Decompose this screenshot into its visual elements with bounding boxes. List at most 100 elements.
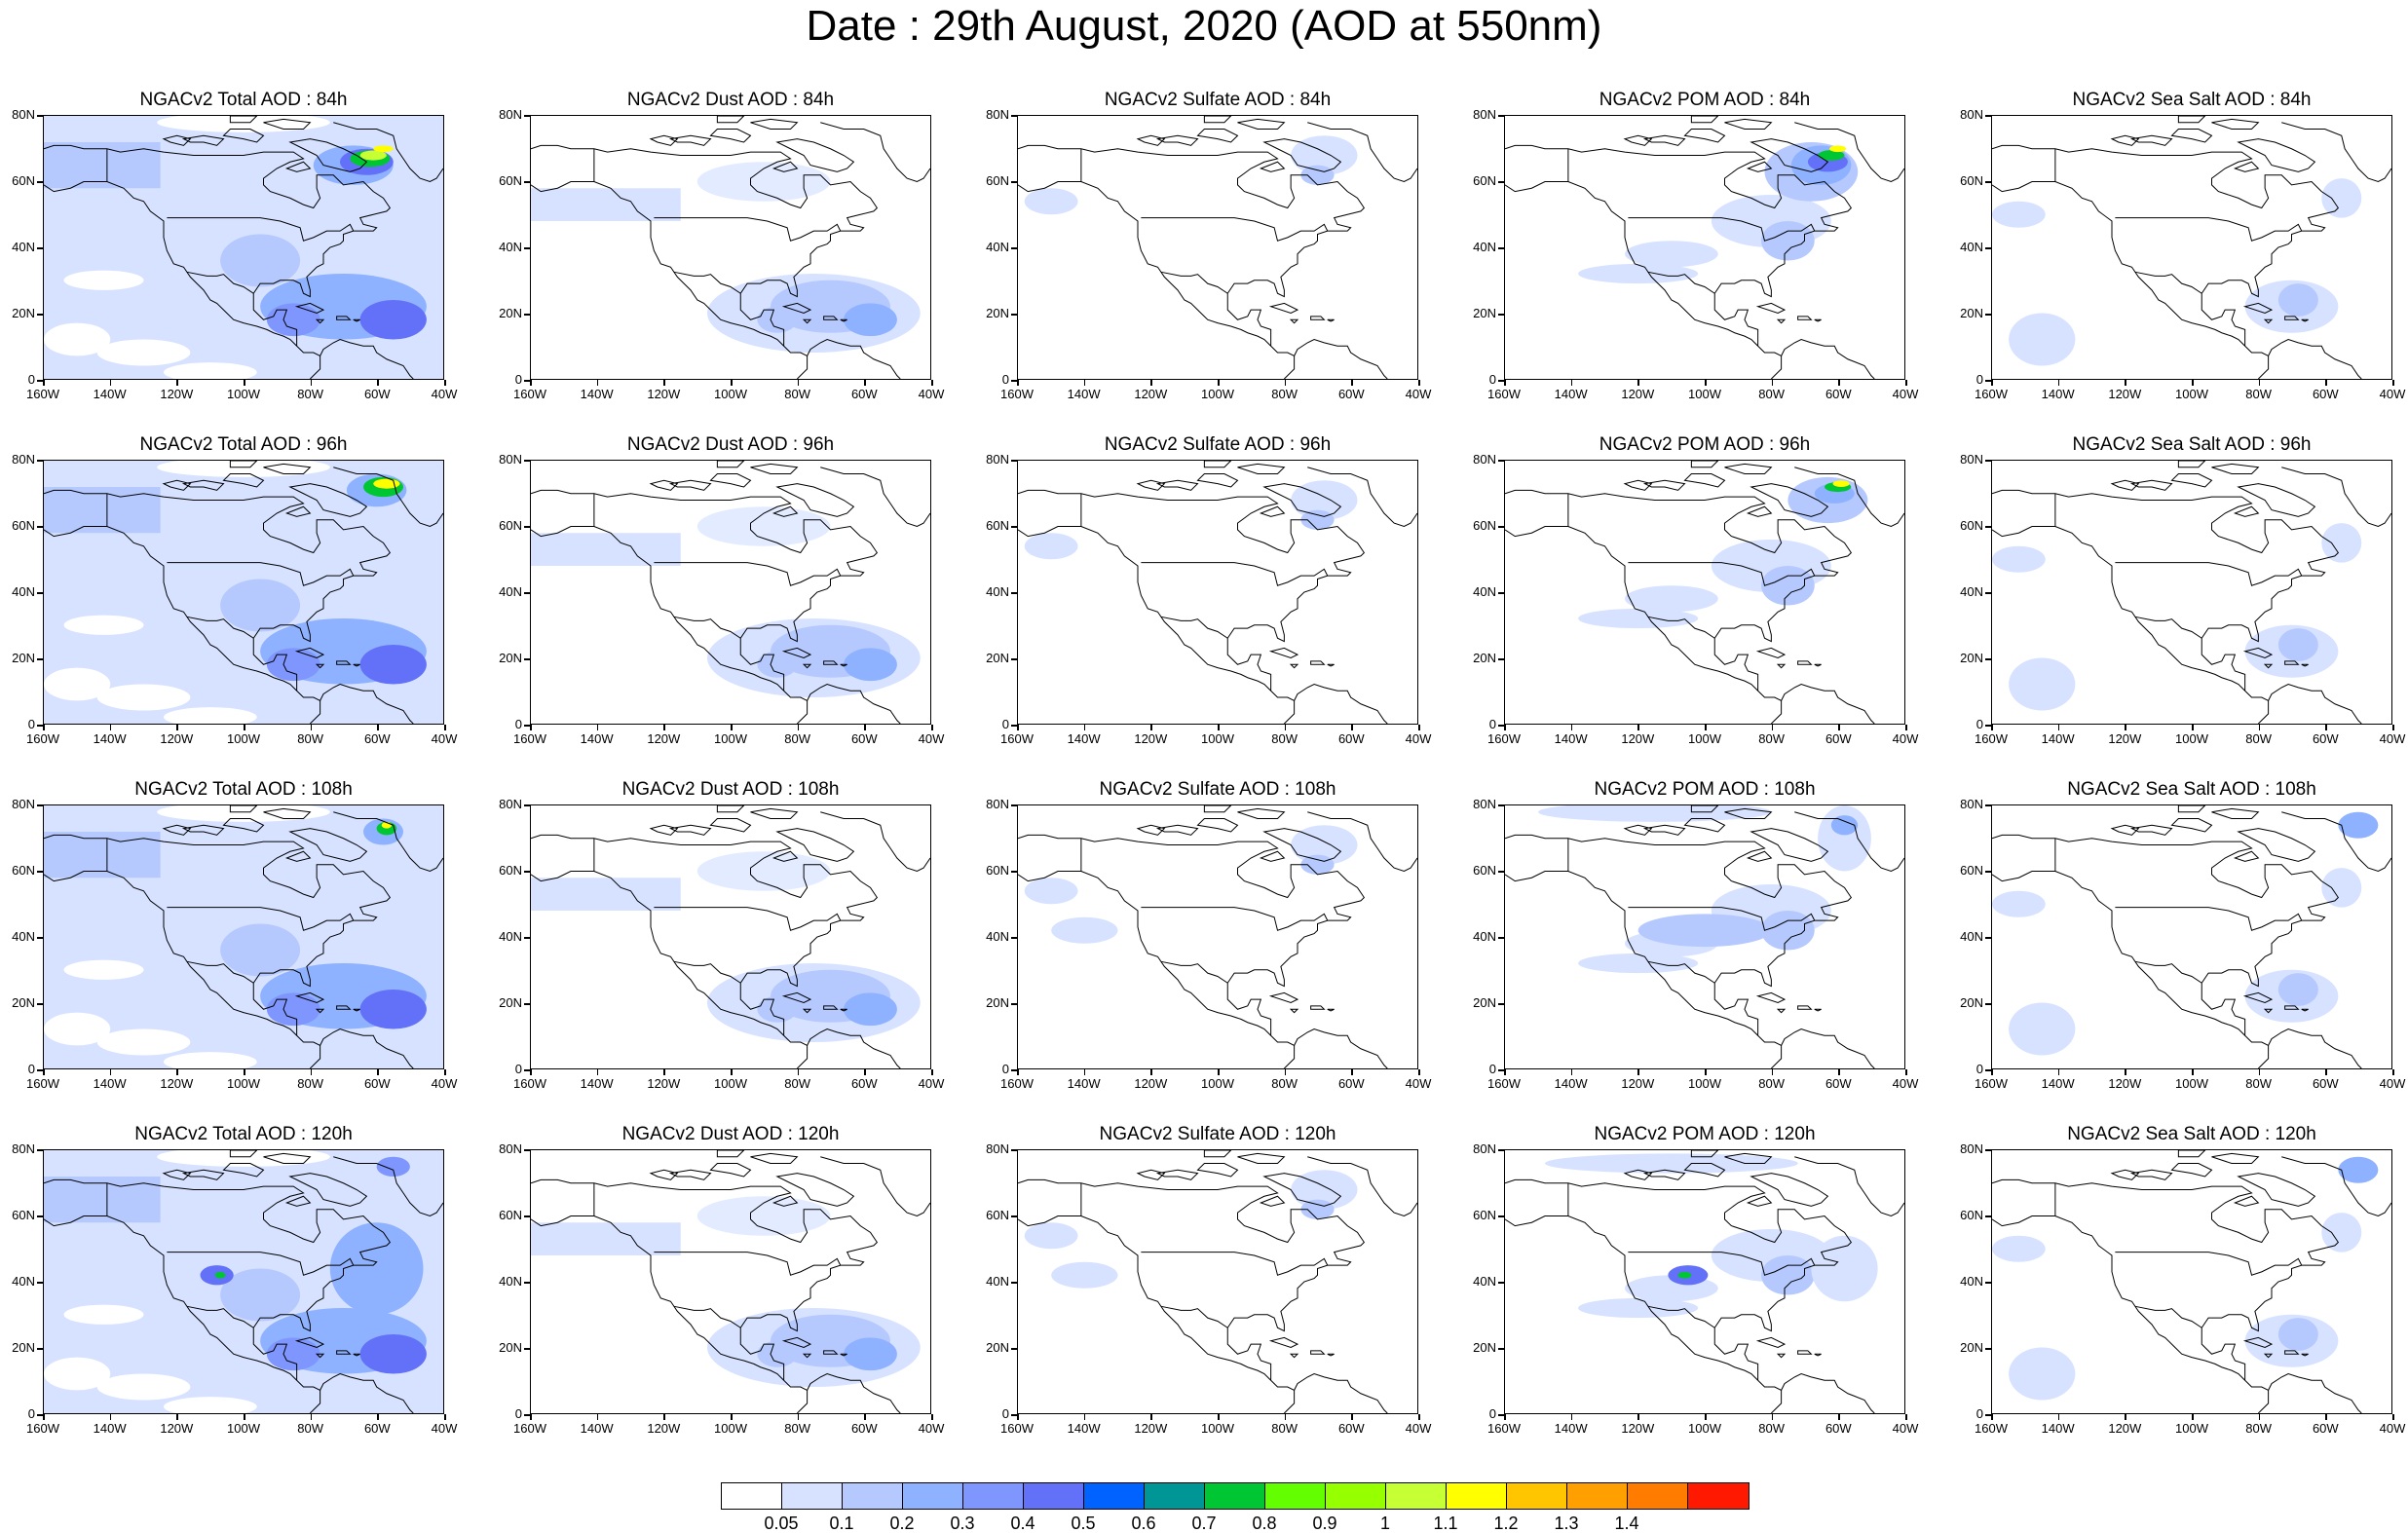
lon-tick [663,380,665,386]
lat-tick-label: 0 [1001,1062,1009,1076]
lon-tick-label: 140W [93,1076,127,1091]
lon-tick [797,380,800,386]
island [1642,1169,1686,1180]
lon-tick [1017,725,1019,730]
island [1683,818,1726,833]
island [284,161,312,172]
lat-tick-label: 80N [12,797,35,811]
lon-tick [2258,380,2261,386]
island [263,1152,312,1164]
lat-tick-label: 20N [986,651,1009,665]
lon-tick [663,1069,665,1075]
aod-plume [1300,854,1335,875]
country-border [1647,271,1715,294]
lat-tick-label: 80N [12,1141,35,1156]
lon-tick-label: 80W [1271,387,1298,401]
lon-tick [2057,1414,2060,1420]
lon-tick [931,1414,933,1420]
lon-tick [244,1414,245,1420]
lat-tick-label: 0 [514,372,522,387]
coastline [1992,834,2340,1036]
lon-tick-label: 140W [1554,1421,1588,1436]
lon-tick-label: 60W [2312,1421,2339,1436]
island [1755,647,1787,659]
aod-map [1992,1150,2391,1413]
lat-tick-label: 0 [1975,1062,1983,1076]
island [1327,318,1335,322]
island [1776,1353,1787,1359]
lon-tick-label: 100W [2175,1421,2208,1436]
lon-tick [1504,725,1506,730]
island [1327,663,1335,667]
map-panel-sulfate-84h: NGACv2 Sulfate AOD : 84h 80N 60N 40N 20N 0 160… [974,90,1431,401]
coastline [1294,1372,1388,1413]
map-panel-total-120h: NGACv2 Total AOD : 120h 80N 60N 40N 20N 0 160W… [0,1124,457,1436]
lat-tick [524,314,530,316]
aod-plume [696,851,831,891]
island [709,1163,752,1178]
lon-tick-label: 40W [2379,1421,2406,1436]
lon-tick-label: 100W [714,387,747,401]
island [2242,991,2274,1004]
aod-plume [359,1334,427,1374]
colorbar-swatch [1447,1483,1507,1509]
lon-tick [1218,1069,1220,1075]
aod-plume [1818,150,1845,161]
island [162,479,192,491]
island [2233,505,2260,517]
country-border [1141,217,1329,242]
coastline [1781,683,1875,724]
lon-tick-label: 40W [2379,731,2406,746]
lon-tick-label: 140W [1067,1076,1101,1091]
island [263,118,312,130]
lon-tick-label: 120W [1621,1076,1655,1091]
lat-tick-label: 80N [1960,1141,1983,1156]
lon-tick-label: 40W [918,731,945,746]
country-border [1647,616,1715,639]
island [1776,1008,1787,1014]
lat-tick-label: 40N [1960,929,1983,944]
lon-tick-label: 80W [1271,1076,1298,1091]
lat-tick [1985,658,1991,660]
lat-tick-label: 0 [1488,372,1496,387]
aod-plume [220,923,301,977]
lon-tick [596,380,599,386]
island [1203,461,1232,468]
coastline [1262,483,1342,517]
coastline [2268,1372,2362,1413]
aod-field [44,832,161,879]
lat-tick-label: 60N [986,1208,1009,1222]
lon-tick-label: 60W [1825,731,1852,746]
lon-tick [1083,380,1086,386]
lon-tick-label: 140W [93,387,127,401]
lat-tick [1985,725,1991,727]
aod-plume [757,1340,798,1367]
island [1690,805,1719,813]
lat-tick [1985,314,1991,316]
island [649,134,679,146]
lon-tick-label: 160W [513,1076,546,1091]
island [1136,479,1166,491]
aod-plume [1992,545,2046,573]
map-panel-seasalt-120h: NGACv2 Sea Salt AOD : 120h 80N 60N 40N 20N 0 1… [1948,1124,2405,1436]
aod-plume [63,270,144,290]
lat-tick [1011,804,1017,806]
island [668,479,712,491]
lon-tick [2392,725,2394,730]
lat-tick [1498,804,1504,806]
lon-tick [109,1414,112,1420]
coastline [288,483,368,517]
aod-plume [2277,973,2318,1006]
lat-tick-label: 0 [27,372,35,387]
island [353,318,360,322]
lon-tick-label: 80W [784,731,811,746]
coastline [2237,138,2316,172]
lon-tick [1705,1414,1707,1420]
lon-tick-label: 40W [2379,1076,2406,1091]
island [222,473,265,488]
aod-plume [96,1028,191,1056]
panel-title: NGACv2 Dust AOD : 96h [626,434,835,455]
coastline [44,489,392,692]
island [781,647,812,659]
lon-tick-label: 60W [363,1076,391,1091]
